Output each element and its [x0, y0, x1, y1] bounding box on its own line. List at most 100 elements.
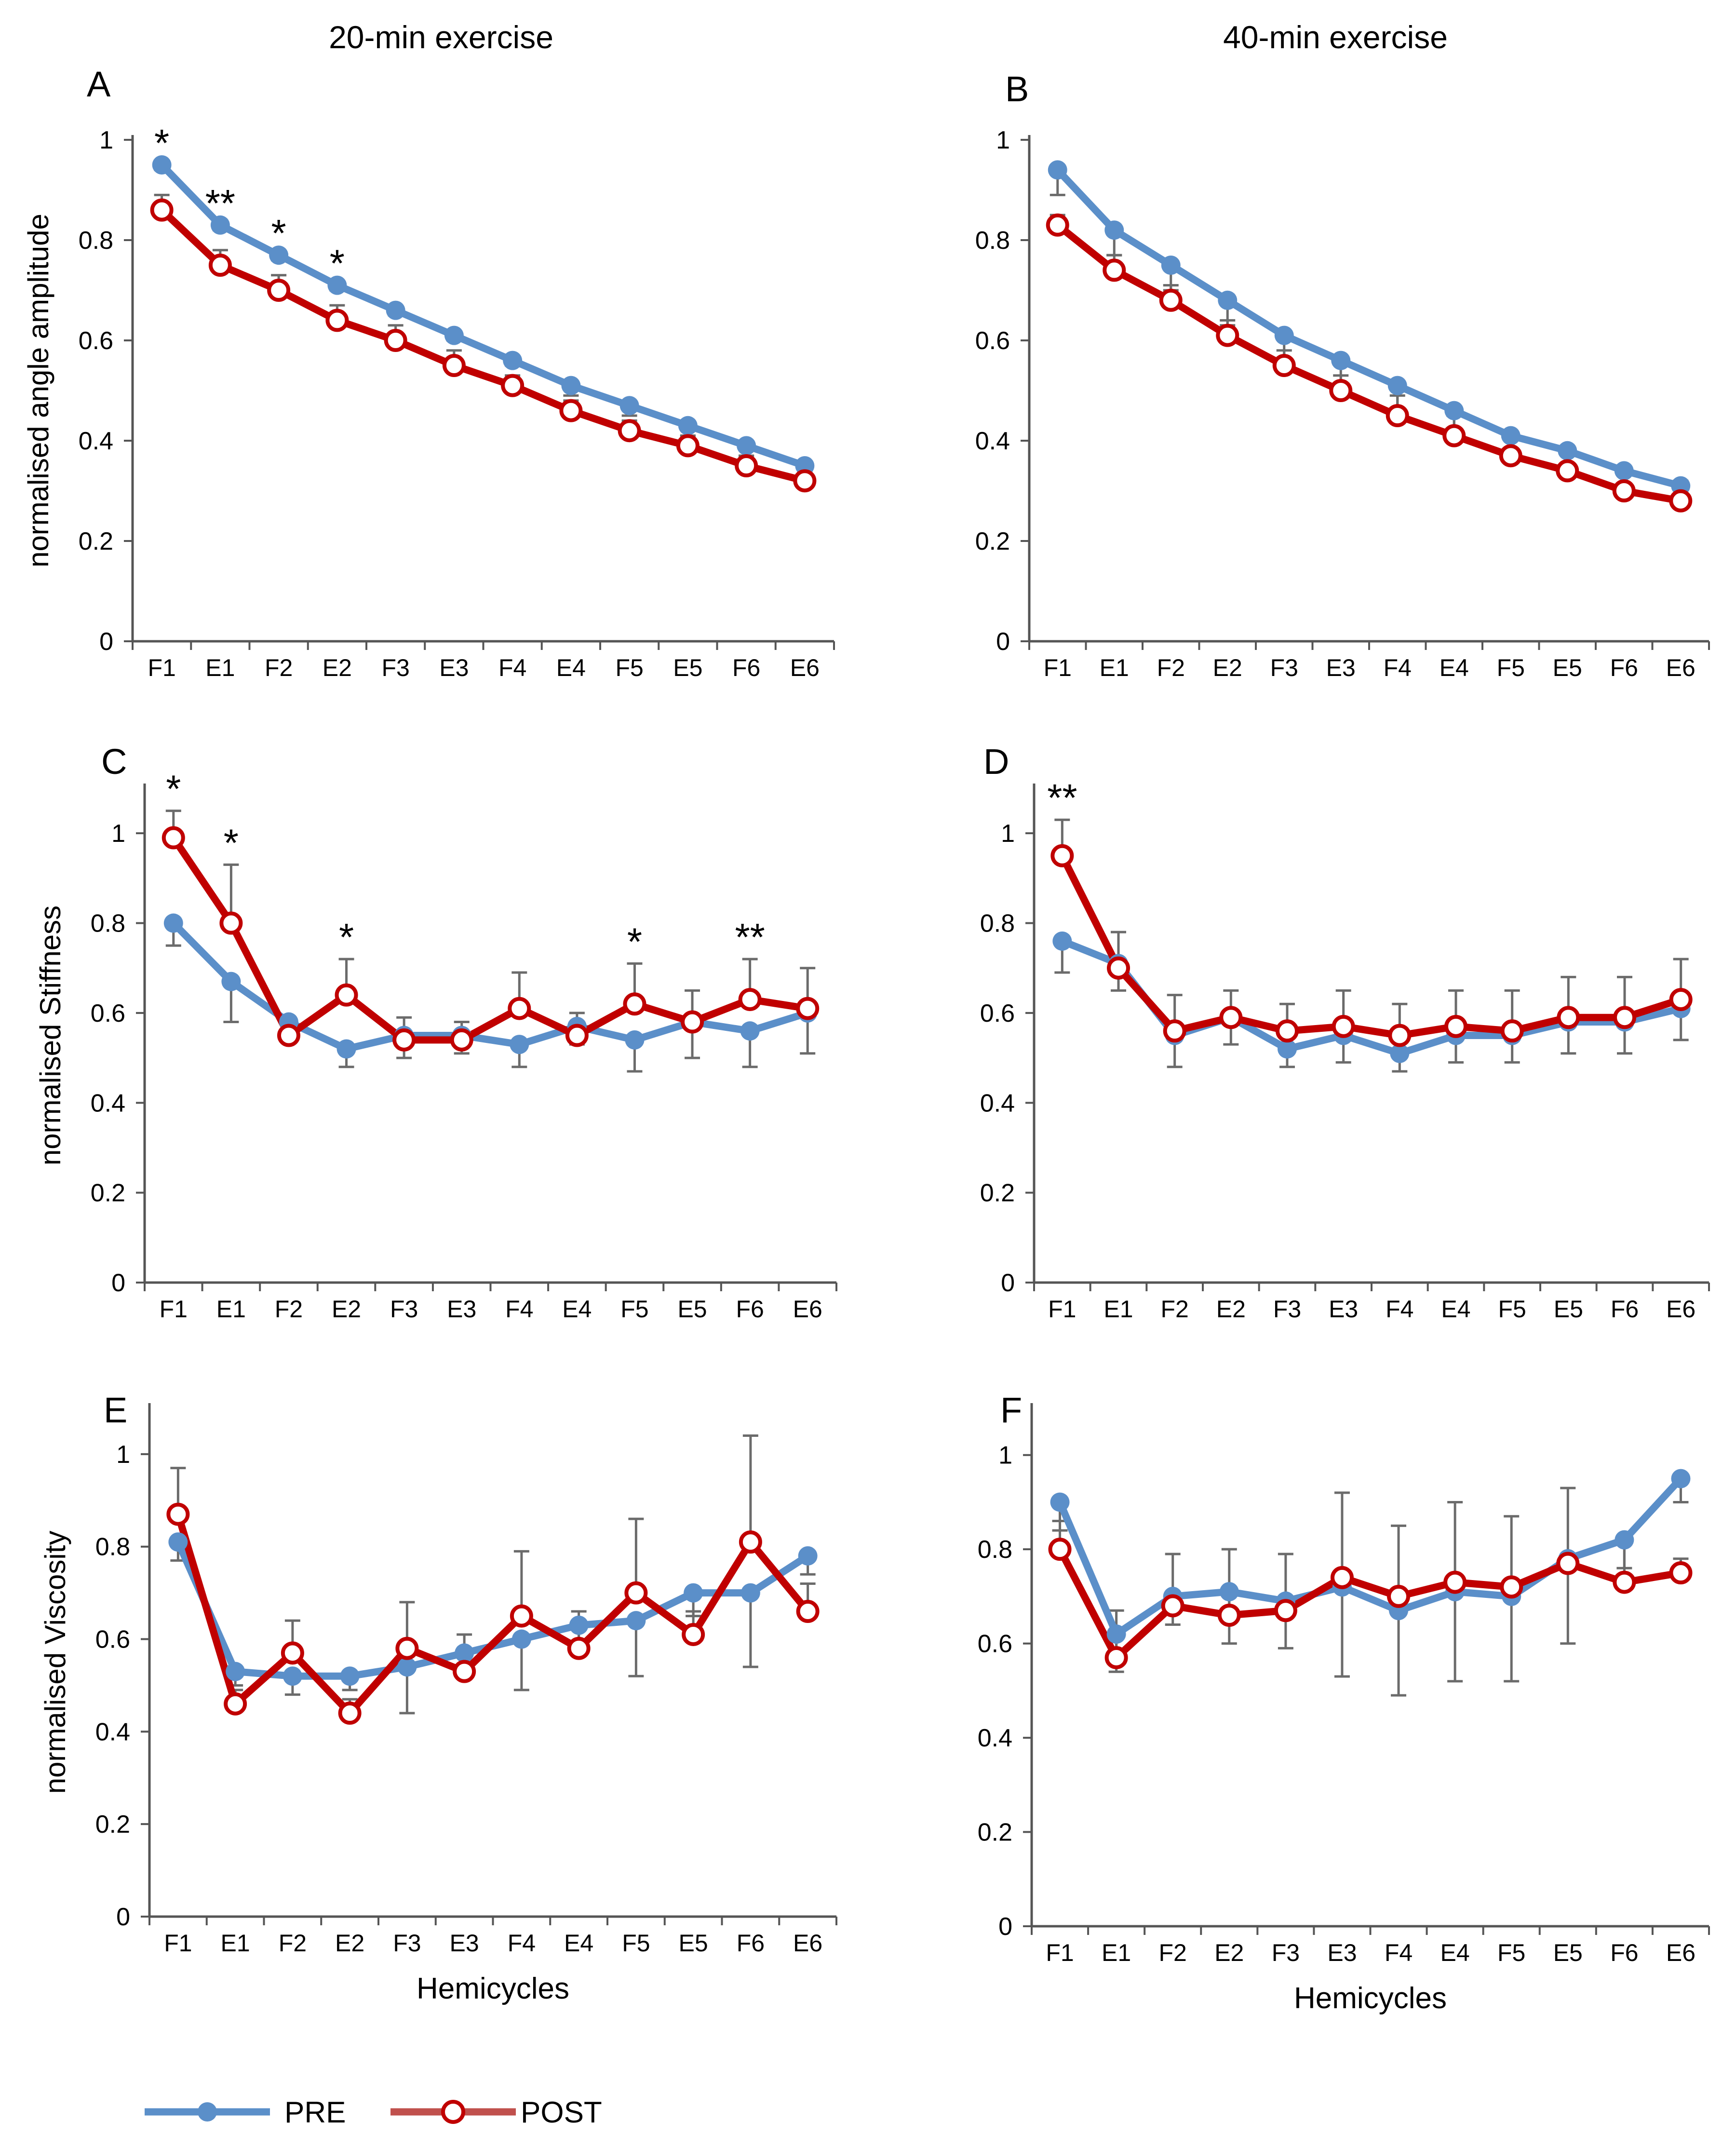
series-line-post-f: [1056, 1547, 1682, 1662]
data-point-post-e: [338, 1702, 362, 1725]
x-tick-label-d: F6: [1611, 1296, 1639, 1323]
data-point-pre-d: [1390, 1043, 1410, 1063]
y-tick-label-a: 0.4: [79, 427, 113, 455]
data-point-post-e: [453, 1660, 476, 1683]
data-point-pre-e: [168, 1532, 188, 1552]
legend-post-marker: [441, 2100, 465, 2124]
data-point-post-e: [682, 1622, 705, 1646]
data-point-post-c: [161, 826, 185, 850]
data-point-post-f: [1500, 1575, 1523, 1599]
data-point-pre-a: [386, 300, 405, 320]
data-point-post-d: [1163, 1019, 1186, 1043]
data-point-post-c: [335, 983, 358, 1007]
significance-marker-a: *: [330, 242, 345, 285]
column-title-20min: 20-min exercise: [329, 19, 553, 55]
data-point-pre-b: [1387, 376, 1407, 395]
data-point-pre-b: [1444, 401, 1464, 420]
x-tick-label-b: E1: [1100, 654, 1129, 681]
y-tick-label-d: 0.4: [980, 1089, 1015, 1117]
x-tick-label-e: E1: [221, 1930, 250, 1957]
y-tick-label-e: 0.8: [95, 1533, 130, 1561]
legend-post-label: POST: [521, 2096, 602, 2129]
x-tick-label-b: F2: [1157, 654, 1185, 681]
x-tick-label-c: E3: [447, 1296, 476, 1323]
data-point-post-b: [1612, 479, 1636, 502]
data-point-post-a: [208, 254, 232, 277]
data-point-post-f: [1330, 1566, 1354, 1589]
panel-letter-d: D: [983, 742, 1009, 782]
x-tick-label-a: E3: [439, 654, 469, 681]
data-point-post-a: [150, 198, 174, 222]
x-tick-label-f: F6: [1610, 1939, 1638, 1966]
legend: PRE POST: [145, 2096, 602, 2129]
data-point-post-b: [1046, 213, 1069, 237]
x-tick-label-b: F6: [1610, 654, 1638, 681]
x-tick-label-d: E5: [1554, 1296, 1583, 1323]
y-tick-label-e: 0: [116, 1903, 130, 1931]
data-point-post-f: [1613, 1570, 1636, 1594]
x-tick-label-f: E4: [1440, 1939, 1470, 1966]
x-tick-label-c: F6: [736, 1296, 764, 1323]
panel-letter-f: F: [1000, 1390, 1022, 1430]
y-tick-label-f: 0.6: [978, 1630, 1012, 1658]
legend-pre-label: PRE: [284, 2096, 346, 2129]
x-tick-label-e: F1: [164, 1930, 192, 1957]
y-tick-label-f: 0.2: [978, 1819, 1012, 1847]
series-line-pre-e: [175, 1541, 810, 1680]
x-tick-label-e: E3: [450, 1930, 479, 1957]
significance-marker-c: **: [735, 916, 765, 959]
x-tick-label-e: F5: [622, 1930, 650, 1957]
legend-pre-marker: [198, 2102, 217, 2122]
column-title-40min: 40-min exercise: [1223, 19, 1448, 55]
data-point-post-d: [1388, 1024, 1412, 1047]
data-point-pre-b: [1048, 160, 1067, 180]
data-point-pre-e: [569, 1615, 589, 1635]
data-point-pre-b: [1614, 461, 1634, 481]
x-tick-label-a: E1: [205, 654, 235, 681]
data-point-pre-e: [397, 1657, 417, 1677]
data-point-post-d: [1557, 1006, 1580, 1029]
y-tick-label-b: 0.8: [975, 227, 1010, 255]
data-point-pre-b: [1104, 220, 1124, 240]
y-tick-label-a: 0.6: [79, 327, 113, 355]
data-point-post-b: [1329, 379, 1353, 402]
x-tick-label-d: F2: [1160, 1296, 1188, 1323]
y-tick-label-b: 0: [996, 628, 1010, 656]
series-line-pre-d: [1061, 937, 1682, 1057]
data-point-post-c: [738, 987, 762, 1011]
x-tick-label-b: F3: [1270, 654, 1298, 681]
x-tick-label-d: E1: [1104, 1296, 1133, 1323]
y-tick-label-c: 0.2: [91, 1179, 125, 1207]
data-point-post-f: [1443, 1570, 1467, 1594]
data-point-post-d: [1107, 956, 1130, 980]
data-point-pre-a: [210, 215, 230, 235]
data-point-post-c: [508, 997, 531, 1020]
y-tick-label-c: 0.6: [91, 1000, 125, 1027]
x-tick-label-e: F6: [737, 1930, 765, 1957]
data-point-post-d: [1276, 1019, 1299, 1043]
data-point-pre-a: [327, 275, 347, 295]
x-tick-label-f: F2: [1159, 1939, 1187, 1966]
significance-marker-c: *: [627, 920, 642, 963]
data-point-post-e: [224, 1692, 247, 1716]
y-tick-label-b: 0.4: [975, 427, 1010, 455]
x-tick-label-e: E5: [679, 1930, 708, 1957]
data-point-post-b: [1556, 459, 1579, 483]
y-tick-label-a: 0.8: [79, 227, 113, 255]
x-tick-label-a: E6: [790, 654, 820, 681]
data-point-post-f: [1048, 1538, 1072, 1561]
data-point-pre-f: [1615, 1530, 1634, 1550]
data-point-post-c: [796, 997, 820, 1020]
x-tick-label-d: F4: [1386, 1296, 1413, 1323]
x-tick-label-f: F4: [1385, 1939, 1413, 1966]
y-tick-label-c: 0.4: [91, 1089, 125, 1117]
x-tick-label-e: E2: [335, 1930, 364, 1957]
data-point-pre-e: [511, 1629, 531, 1649]
data-point-post-d: [1669, 987, 1693, 1011]
data-point-post-c: [219, 911, 243, 935]
y-tick-label-e: 0.4: [95, 1718, 130, 1746]
x-tick-label-a: F6: [732, 654, 760, 681]
data-point-post-e: [166, 1502, 190, 1526]
data-point-pre-a: [678, 416, 698, 435]
data-point-post-e: [796, 1600, 820, 1623]
